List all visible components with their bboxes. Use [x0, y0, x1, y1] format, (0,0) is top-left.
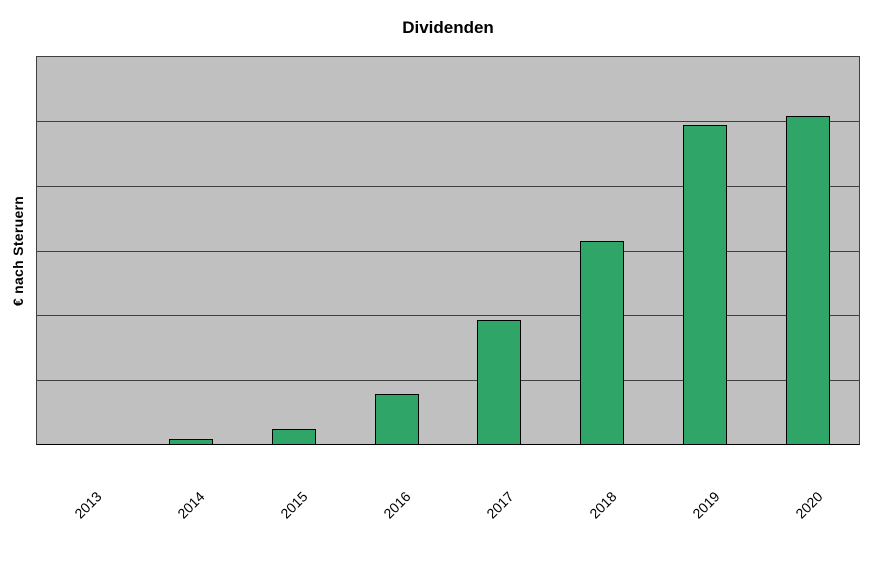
- plot-area: [36, 56, 860, 445]
- bar-2018: [580, 240, 625, 444]
- bar-2020: [785, 115, 830, 444]
- gridline: [37, 379, 859, 381]
- x-tick-label-2020: 2020: [791, 488, 826, 522]
- y-axis: € nach Steruern: [0, 0, 36, 571]
- gridline: [37, 250, 859, 252]
- chart-title: Dividenden: [402, 18, 494, 37]
- x-tick-label-2016: 2016: [379, 488, 414, 522]
- bar-2015: [271, 429, 316, 444]
- y-axis-label: € nach Steruern: [10, 195, 27, 306]
- x-tick-label-2013: 2013: [70, 488, 105, 522]
- gridline: [37, 185, 859, 187]
- x-tick-label-2014: 2014: [173, 488, 208, 522]
- gridline: [37, 121, 859, 123]
- x-tick-label-2019: 2019: [688, 488, 723, 522]
- x-tick-label-2017: 2017: [482, 488, 517, 522]
- bar-2019: [682, 124, 727, 444]
- chart-main-area: Dividenden 2013 2014 2015 2016 2017 2018 2019 2…: [36, 0, 875, 571]
- bar-2016: [374, 394, 419, 444]
- bar-2014: [169, 438, 214, 444]
- bar-2017: [477, 319, 522, 444]
- x-axis-labels: 2013 2014 2015 2016 2017 2018 2019 2020: [36, 445, 860, 571]
- x-tick-label-2015: 2015: [276, 488, 311, 522]
- gridline: [37, 314, 859, 316]
- x-tick-label-2018: 2018: [585, 488, 620, 522]
